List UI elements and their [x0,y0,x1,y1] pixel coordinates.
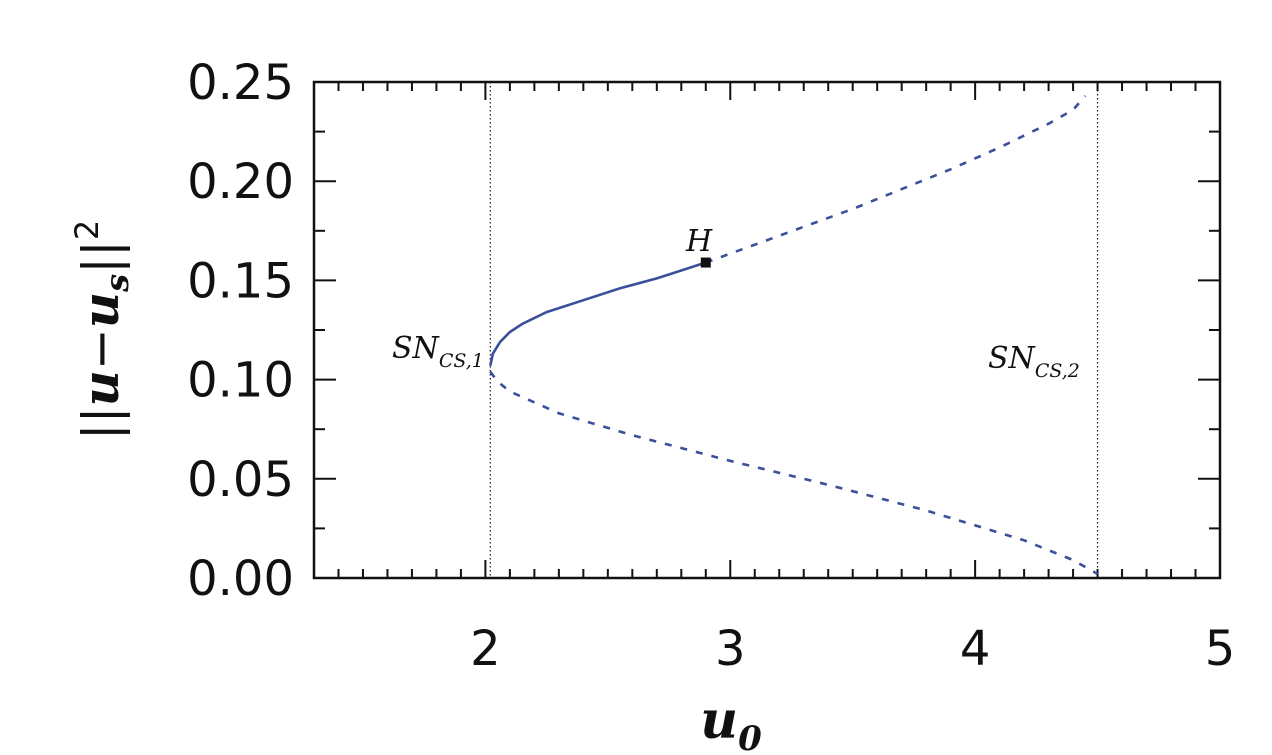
sn-cs1-main: SN [392,331,441,366]
sn-cs1-sub: CS,1 [439,350,484,372]
hopf-point-group [700,257,711,268]
x-tick-label: 4 [960,621,991,677]
x-axis-label-sub: 0 [738,719,762,755]
y-label-u-s: u [71,292,130,328]
y-label-s-sub: s [98,274,136,293]
sn-cs2-sub: CS,2 [1035,360,1080,382]
y-label-minus: − [72,328,130,370]
y-tick-label: 0.25 [187,55,294,111]
x-axis-label: u0 [700,690,762,755]
y-axis-label: ||u−us||2 [68,220,136,440]
stable-branch-line [489,261,707,366]
y-tick-labels: 0.00 0.05 0.10 0.15 0.20 0.25 [187,55,294,607]
x-tick-label: 3 [715,621,746,677]
sn-cs2-main: SN [988,341,1037,376]
unstable-branch-line [705,95,1087,264]
y-tick-label: 0.15 [187,253,294,309]
y-label-exponent: 2 [68,220,106,240]
branch-curves [489,95,1099,576]
y-label-bars-left: || [72,407,130,441]
x-tick-label: 5 [1205,621,1236,677]
sn-cs2-annotation: SNCS,2 [988,341,1080,382]
y-tick-label: 0.20 [187,154,294,210]
x-axis-label-main: u [700,690,738,751]
sn-cs1-annotation: SNCS,1 [392,331,484,372]
tick-marks [313,81,1221,579]
hopf-point-marker [700,257,711,268]
unstable-branch-line [489,370,1099,576]
hopf-label: H [685,224,713,259]
y-tick-label: 0.10 [187,353,294,409]
x-tick-labels: 2 3 4 5 [470,621,1235,677]
plot-frame [312,80,1222,580]
y-tick-label: 0.00 [187,551,294,607]
y-label-bars-right: || [72,240,130,274]
y-tick-label: 0.05 [187,452,294,508]
y-label-u: u [71,370,130,406]
x-tick-label: 2 [470,621,501,677]
saddle-node-lines [489,82,1099,578]
